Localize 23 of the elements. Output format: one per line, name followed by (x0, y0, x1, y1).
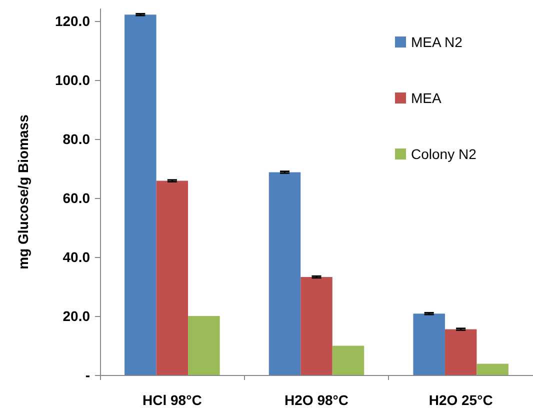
bar (300, 277, 332, 375)
bar (476, 364, 508, 375)
legend-label: MEA (411, 90, 442, 106)
y-tick-label: 120.0 (54, 12, 90, 29)
y-tick-label: 20.0 (62, 308, 90, 324)
legend-label: Colony N2 (411, 146, 477, 162)
y-tick-label: 100.0 (54, 72, 90, 88)
x-tick-label: HCl 98°C (142, 392, 202, 408)
bar (413, 314, 445, 375)
bar (124, 14, 156, 375)
legend-label: MEA N2 (411, 34, 463, 50)
bar (156, 180, 188, 375)
x-tick-label: H2O 25°C (428, 392, 493, 408)
y-tick-label: 40.0 (62, 248, 90, 265)
y-tick-label: 60.0 (62, 190, 90, 206)
bar (188, 316, 220, 375)
y-tick-label: 80.0 (62, 130, 90, 147)
bar (268, 172, 301, 375)
x-tick-label: H2O 98°C (284, 392, 348, 408)
y-tick-label: - (85, 367, 90, 383)
y-axis-title: mg Glucose/g Biomass (15, 114, 31, 270)
bar (332, 346, 364, 375)
bar (444, 329, 477, 375)
